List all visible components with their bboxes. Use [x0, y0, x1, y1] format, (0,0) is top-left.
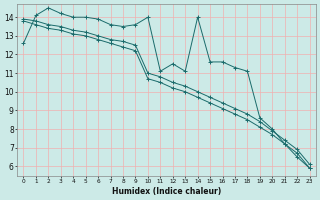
X-axis label: Humidex (Indice chaleur): Humidex (Indice chaleur): [112, 187, 221, 196]
